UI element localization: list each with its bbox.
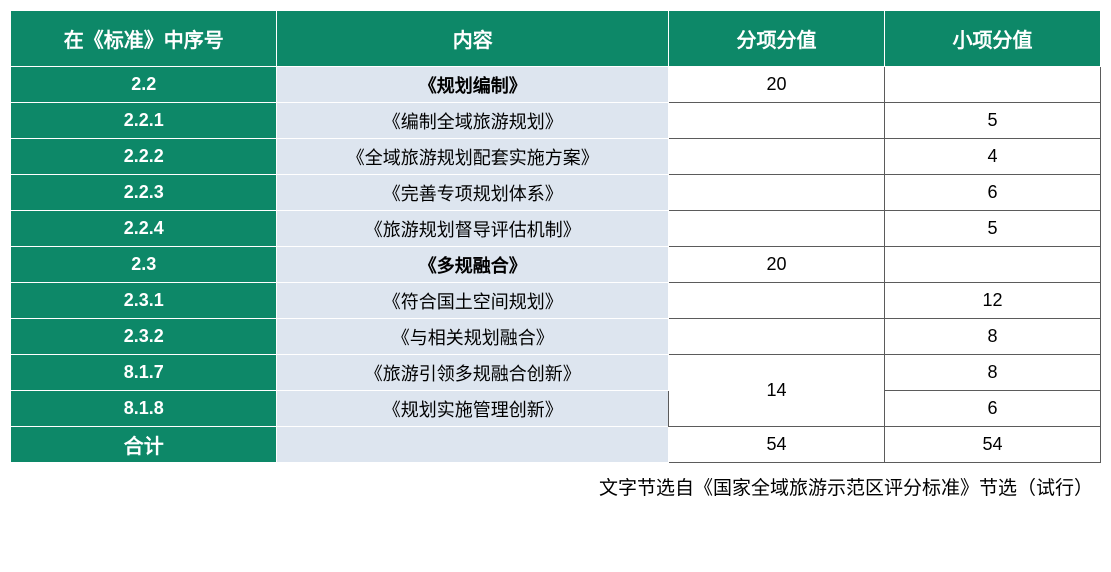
- cell-item-score: [884, 247, 1100, 283]
- cell-content: 《与相关规划融合》: [277, 319, 669, 355]
- cell-index: 2.2.2: [11, 139, 277, 175]
- header-score2: 小项分值: [884, 11, 1100, 67]
- cell-index: 2.3.2: [11, 319, 277, 355]
- cell-item-score: 6: [884, 175, 1100, 211]
- cell-content: [277, 427, 669, 463]
- cell-index: 2.3: [11, 247, 277, 283]
- cell-index: 8.1.8: [11, 391, 277, 427]
- cell-index: 2.2.1: [11, 103, 277, 139]
- cell-content: 《编制全域旅游规划》: [277, 103, 669, 139]
- cell-index: 2.3.1: [11, 283, 277, 319]
- cell-content: 《完善专项规划体系》: [277, 175, 669, 211]
- table-row: 2.2.2《全域旅游规划配套实施方案》 4: [11, 139, 1101, 175]
- table-row: 2.3.1《符合国土空间规划》 12: [11, 283, 1101, 319]
- cell-item-score: 6: [884, 391, 1100, 427]
- table-row: 8.1.8《规划实施管理创新》 6: [11, 391, 1101, 427]
- cell-index: 2.2.4: [11, 211, 277, 247]
- cell-index: 2.2: [11, 67, 277, 103]
- cell-section-score: [669, 211, 885, 247]
- cell-section-score: 20: [669, 247, 885, 283]
- table-body: 2.2《规划编制》202.2.1《编制全域旅游规划》52.2.2《全域旅游规划配…: [11, 67, 1101, 463]
- cell-item-score: 54: [884, 427, 1100, 463]
- cell-section-score: [669, 103, 885, 139]
- cell-item-score: 8: [884, 319, 1100, 355]
- cell-index: 合计: [11, 427, 277, 463]
- cell-section-score: 54: [669, 427, 885, 463]
- table-row: 合计 5454: [11, 427, 1101, 463]
- table-row: 8.1.7《旅游引领多规融合创新》148: [11, 355, 1101, 391]
- cell-section-score: 14: [669, 355, 885, 427]
- cell-section-score: 20: [669, 67, 885, 103]
- table-header-row: 在《标准》中序号 内容 分项分值 小项分值: [11, 11, 1101, 67]
- standards-score-table: 在《标准》中序号 内容 分项分值 小项分值 2.2《规划编制》202.2.1《编…: [10, 10, 1101, 463]
- cell-content: 《规划实施管理创新》: [277, 391, 669, 427]
- cell-item-score: 4: [884, 139, 1100, 175]
- table-row: 2.2.3《完善专项规划体系》 6: [11, 175, 1101, 211]
- cell-content: 《多规融合》: [277, 247, 669, 283]
- cell-item-score: 5: [884, 103, 1100, 139]
- table-row: 2.2.4《旅游规划督导评估机制》 5: [11, 211, 1101, 247]
- cell-content: 《符合国土空间规划》: [277, 283, 669, 319]
- cell-section-score: [669, 283, 885, 319]
- table-row: 2.3.2《与相关规划融合》 8: [11, 319, 1101, 355]
- header-score1: 分项分值: [669, 11, 885, 67]
- table-row: 2.2《规划编制》20: [11, 67, 1101, 103]
- cell-section-score: [669, 175, 885, 211]
- cell-item-score: 8: [884, 355, 1100, 391]
- table-row: 2.2.1《编制全域旅游规划》 5: [11, 103, 1101, 139]
- cell-item-score: [884, 67, 1100, 103]
- table-container: 在《标准》中序号 内容 分项分值 小项分值 2.2《规划编制》202.2.1《编…: [10, 10, 1101, 500]
- cell-item-score: 5: [884, 211, 1100, 247]
- header-index: 在《标准》中序号: [11, 11, 277, 67]
- cell-section-score: [669, 319, 885, 355]
- cell-content: 《规划编制》: [277, 67, 669, 103]
- table-row: 2.3《多规融合》20: [11, 247, 1101, 283]
- cell-index: 2.2.3: [11, 175, 277, 211]
- cell-index: 8.1.7: [11, 355, 277, 391]
- cell-item-score: 12: [884, 283, 1100, 319]
- cell-content: 《旅游规划督导评估机制》: [277, 211, 669, 247]
- cell-content: 《旅游引领多规融合创新》: [277, 355, 669, 391]
- cell-content: 《全域旅游规划配套实施方案》: [277, 139, 669, 175]
- header-content: 内容: [277, 11, 669, 67]
- table-caption: 文字节选自《国家全域旅游示范区评分标准》节选（试行）: [10, 473, 1101, 500]
- cell-section-score: [669, 139, 885, 175]
